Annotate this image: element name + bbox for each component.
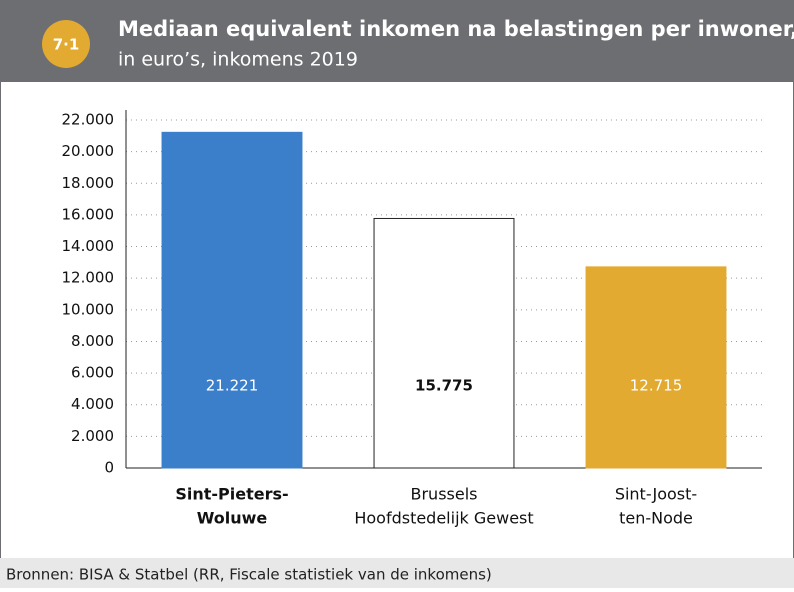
value-label: 21.221 bbox=[206, 377, 259, 395]
x-tick-label: Hoofdstedelijk Gewest bbox=[354, 509, 533, 528]
footer bbox=[0, 558, 794, 588]
y-tick-label: 8.000 bbox=[71, 332, 114, 350]
y-tick-label: 12.000 bbox=[62, 269, 115, 287]
y-tick-label: 4.000 bbox=[71, 395, 114, 413]
x-tick-label: Woluwe bbox=[197, 509, 268, 528]
bar bbox=[373, 217, 515, 469]
bar bbox=[585, 266, 727, 469]
y-tick-label: 18.000 bbox=[62, 174, 115, 192]
y-tick-label: 14.000 bbox=[62, 237, 115, 255]
badge-label: 7·1 bbox=[53, 36, 80, 54]
chart-subtitle: in euro’s, inkomens 2019 bbox=[118, 49, 358, 71]
y-tick-label: 0 bbox=[104, 459, 114, 477]
y-tick-label: 16.000 bbox=[62, 205, 115, 223]
y-tick-label: 22.000 bbox=[62, 111, 115, 129]
value-label: 12.715 bbox=[630, 377, 683, 395]
bar bbox=[161, 131, 303, 469]
x-tick-label: Sint-Pieters- bbox=[175, 485, 288, 504]
badge bbox=[42, 20, 90, 68]
y-tick-label: 2.000 bbox=[71, 427, 114, 445]
source: Bronnen: BISA & Statbel (RR, Fiscale sta… bbox=[6, 566, 492, 584]
y-tick-label: 6.000 bbox=[71, 364, 114, 382]
chart-title: Mediaan equivalent inkomen na belastinge… bbox=[118, 17, 794, 41]
x-tick-label: Brussels bbox=[411, 485, 478, 504]
x-tick-label: Sint-Joost- bbox=[615, 485, 697, 504]
header bbox=[0, 0, 794, 82]
x-tick-label: ten-Node bbox=[619, 509, 693, 528]
y-tick-label: 10.000 bbox=[62, 300, 115, 318]
value-label: 15.775 bbox=[415, 377, 473, 395]
y-tick-label: 20.000 bbox=[62, 142, 115, 160]
